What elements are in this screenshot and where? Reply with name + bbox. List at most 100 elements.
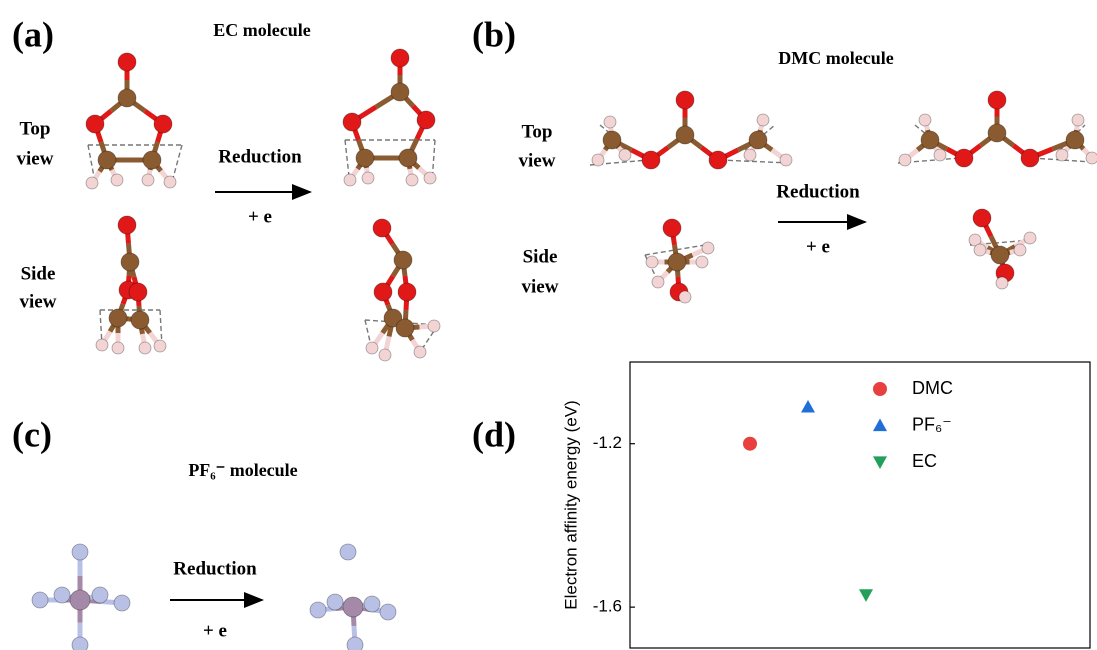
y-axis-label: Electron affinity energy (eV) bbox=[561, 400, 580, 609]
atom bbox=[604, 116, 616, 128]
figure: (a) EC molecule Top view Side view Reduc… bbox=[0, 0, 1097, 650]
atom bbox=[646, 256, 658, 268]
panel-label: (b) bbox=[472, 14, 516, 54]
atom bbox=[364, 596, 380, 612]
atom bbox=[373, 219, 391, 237]
reaction-label: Reduction bbox=[776, 181, 860, 202]
panel-title: DMC molecule bbox=[778, 48, 893, 68]
plot-frame bbox=[630, 362, 1090, 648]
panel-title: PF₆⁻ molecule bbox=[188, 460, 297, 480]
atom bbox=[592, 154, 604, 166]
atom bbox=[112, 342, 124, 354]
view-label: view bbox=[17, 148, 54, 169]
atom bbox=[428, 320, 440, 332]
atom bbox=[406, 174, 418, 186]
atom bbox=[642, 151, 660, 169]
electron-label: + e bbox=[806, 236, 830, 257]
atom bbox=[934, 149, 946, 161]
legend-marker bbox=[873, 382, 887, 396]
atom bbox=[72, 637, 88, 650]
reaction-label: Reduction bbox=[173, 558, 257, 579]
atom bbox=[86, 115, 104, 133]
atom bbox=[1086, 152, 1097, 164]
atom bbox=[343, 113, 361, 131]
atom bbox=[398, 283, 416, 301]
atom bbox=[1021, 149, 1039, 167]
bond-outline bbox=[172, 145, 182, 182]
atom bbox=[96, 339, 108, 351]
atom bbox=[310, 602, 326, 618]
atom bbox=[974, 244, 986, 256]
atom bbox=[996, 277, 1008, 289]
atom bbox=[340, 544, 356, 560]
atom bbox=[70, 590, 90, 610]
atom bbox=[54, 587, 70, 603]
atom bbox=[379, 349, 391, 361]
atom bbox=[652, 276, 664, 288]
atom bbox=[118, 53, 136, 71]
atom bbox=[988, 124, 1006, 142]
molecule bbox=[310, 544, 396, 650]
view-label: Top bbox=[20, 118, 51, 139]
legend-label: PF₆⁻ bbox=[912, 414, 952, 434]
atom bbox=[111, 174, 123, 186]
y-tick-label: -1.2 bbox=[593, 433, 622, 452]
view-label: Top bbox=[522, 121, 553, 142]
atom bbox=[414, 346, 426, 358]
atom bbox=[988, 91, 1006, 109]
molecule bbox=[365, 219, 440, 361]
atom bbox=[1014, 244, 1026, 256]
atom bbox=[619, 149, 631, 161]
molecule bbox=[969, 209, 1036, 289]
legend-label: DMC bbox=[912, 378, 953, 398]
atom bbox=[32, 592, 48, 608]
atom bbox=[424, 172, 436, 184]
atom bbox=[679, 291, 691, 303]
atom bbox=[131, 311, 149, 329]
atom bbox=[676, 91, 694, 109]
atom bbox=[142, 174, 154, 186]
molecule bbox=[343, 49, 436, 186]
atom bbox=[114, 595, 130, 611]
molecule bbox=[898, 91, 1097, 167]
atom bbox=[343, 597, 363, 617]
atom bbox=[164, 176, 176, 188]
panel-label: (c) bbox=[12, 414, 52, 454]
atom bbox=[374, 283, 392, 301]
view-label: view bbox=[20, 291, 57, 312]
atom bbox=[399, 149, 417, 167]
molecule bbox=[590, 91, 792, 169]
atom bbox=[749, 131, 767, 149]
atom bbox=[327, 594, 343, 610]
view-label: Side bbox=[21, 263, 56, 284]
atom bbox=[676, 126, 694, 144]
panel-label: (d) bbox=[472, 414, 516, 454]
atom bbox=[362, 172, 374, 184]
atom bbox=[1056, 149, 1068, 161]
atom bbox=[118, 89, 136, 107]
atom bbox=[380, 604, 396, 620]
atom bbox=[121, 253, 139, 271]
atom bbox=[347, 637, 363, 650]
panel-title: EC molecule bbox=[213, 20, 310, 40]
atom bbox=[921, 131, 939, 149]
atom bbox=[92, 587, 108, 603]
y-tick-label: -1.6 bbox=[593, 597, 622, 616]
atom bbox=[919, 114, 931, 126]
atom bbox=[1024, 232, 1036, 244]
atom bbox=[603, 131, 621, 149]
atom bbox=[696, 256, 708, 268]
atom bbox=[98, 151, 116, 169]
atom bbox=[394, 251, 412, 269]
atom bbox=[1072, 114, 1084, 126]
atom bbox=[72, 544, 88, 560]
atom bbox=[396, 319, 414, 337]
atom bbox=[143, 151, 161, 169]
atom bbox=[366, 342, 378, 354]
molecule bbox=[645, 219, 714, 303]
atom bbox=[129, 283, 147, 301]
view-label: view bbox=[519, 150, 556, 171]
bond-outline bbox=[720, 160, 790, 163]
data-point bbox=[743, 437, 757, 451]
